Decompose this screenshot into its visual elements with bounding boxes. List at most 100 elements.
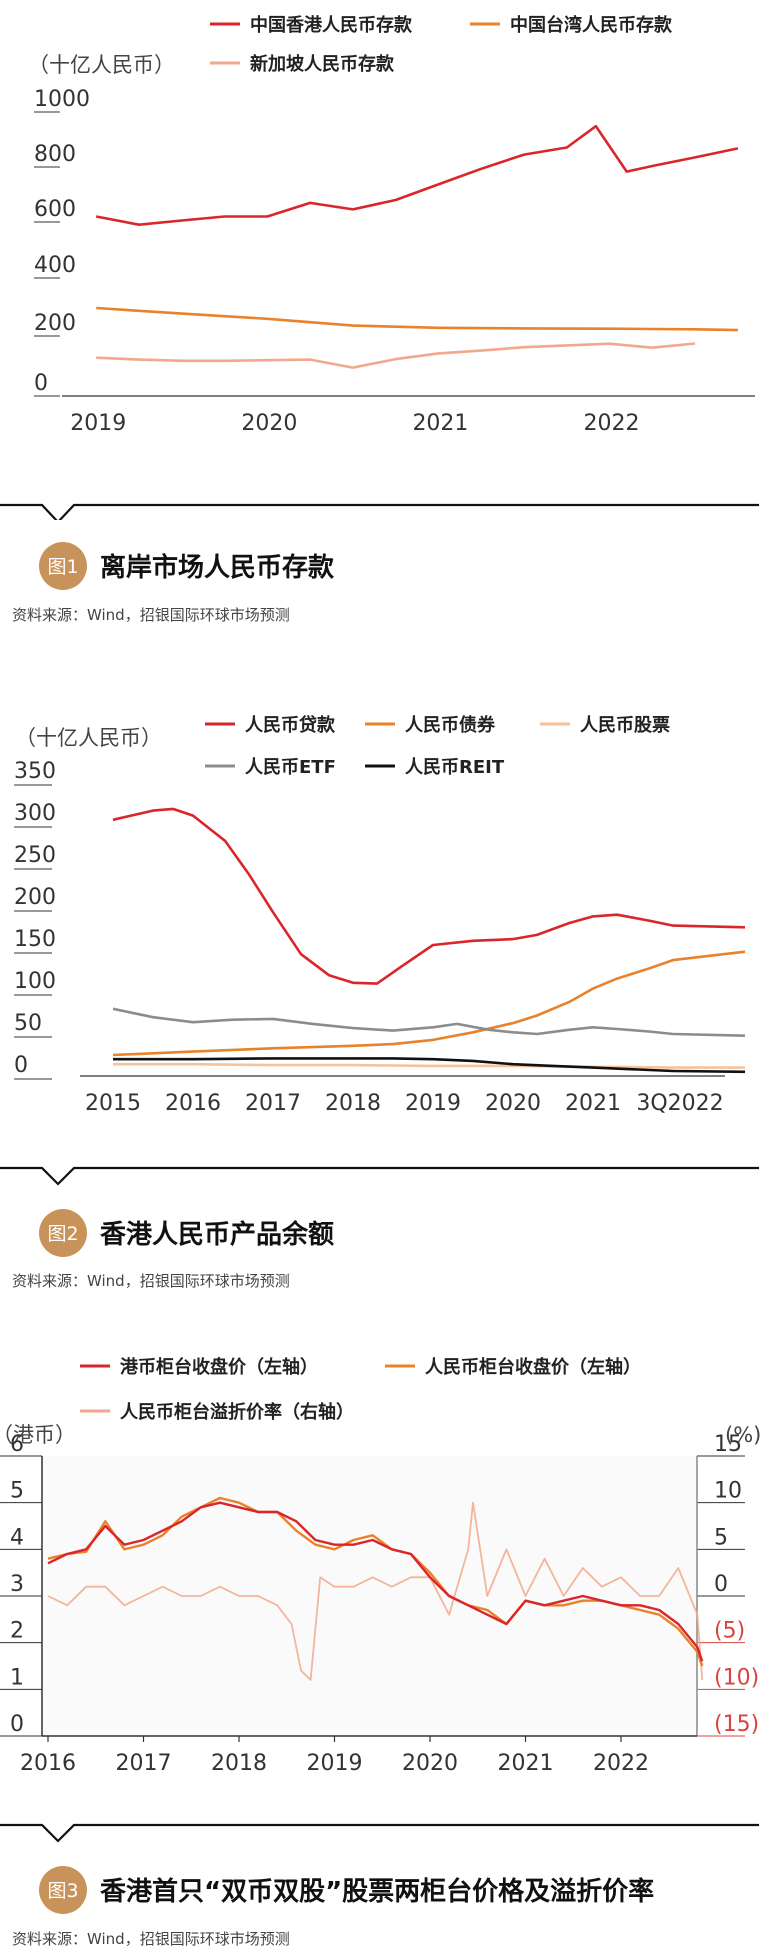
y-axis-right: 15 10 5 0 (5) (10) (15) <box>697 1432 759 1737</box>
x-tick-label: 2021 <box>412 411 468 436</box>
figure-number: 图2 <box>47 1223 78 1245</box>
figure-source: 资料来源：Wind，招银国际环球市场预测 <box>12 606 290 624</box>
y-right-tick-label: 0 <box>714 1572 728 1597</box>
legend-label-rmb: 人民币柜台收盘价（左轴） <box>425 1356 641 1378</box>
y-axis-left: 6 5 4 3 2 1 0 <box>0 1432 42 1737</box>
chart-hk-rmb-products: 人民币贷款 人民币债券 人民币股票 人民币ETF 人民币REIT （十亿人民币）… <box>0 714 759 1290</box>
y-left-tick-label: 2 <box>10 1619 24 1644</box>
figure-source: 资料来源：Wind，招银国际环球市场预测 <box>12 1930 290 1948</box>
series-line-4 <box>113 1057 746 1074</box>
legend-label-etf: 人民币ETF <box>245 757 336 778</box>
series-line-0 <box>47 1501 704 1662</box>
y-tick-label: 50 <box>14 1011 42 1036</box>
series-line-0 <box>112 807 746 985</box>
x-tick-label: 2020 <box>485 1091 541 1116</box>
y-left-tick-label: 5 <box>10 1479 24 1504</box>
y-tick-label: 600 <box>34 197 76 222</box>
y-left-tick-label: 0 <box>10 1712 24 1737</box>
figure1-caption: 图1 离岸市场人民币存款 资料来源：Wind，招银国际环球市场预测 <box>12 542 335 624</box>
x-tick-label: 2021 <box>498 1751 554 1776</box>
y-right-tick-label: (10) <box>714 1665 759 1690</box>
figure-title: 香港人民币产品余额 <box>100 1219 334 1250</box>
unit-label-left: （港币） <box>0 1423 76 1447</box>
caption-divider <box>0 1823 759 1843</box>
x-tick-label: 2016 <box>165 1091 221 1116</box>
series-line-2 <box>96 342 696 369</box>
y-tick-label: 100 <box>14 969 56 994</box>
series-line-2 <box>113 1062 745 1069</box>
x-tick-label: 2020 <box>402 1751 458 1776</box>
figure-title: 离岸市场人民币存款 <box>100 552 335 583</box>
plot-area <box>47 1496 704 1681</box>
x-tick-label: 2019 <box>405 1091 461 1116</box>
x-axis: 2015 2016 2017 2018 2019 2020 2021 3Q2022 <box>85 1091 724 1116</box>
chart-offshore-rmb-deposits: 中国香港人民币存款 中国台湾人民币存款 新加坡人民币存款 （十亿人民币） 100… <box>0 14 759 520</box>
x-tick-label: 2022 <box>584 411 640 436</box>
series-line-1 <box>112 950 746 1057</box>
y-right-tick-label: 5 <box>714 1525 728 1550</box>
y-tick-label: 0 <box>34 371 48 396</box>
x-tick-label: 2016 <box>20 1751 76 1776</box>
legend-label-bonds: 人民币债券 <box>405 714 496 736</box>
x-tick-label: 2017 <box>245 1091 301 1116</box>
y-left-tick-label: 4 <box>10 1525 24 1550</box>
figure-caption <box>0 503 759 520</box>
x-axis: 2019 2020 2021 2022 <box>70 411 639 436</box>
series-line-1 <box>96 306 738 332</box>
y-right-tick-label: 15 <box>714 1432 742 1457</box>
legend-label-premium: 人民币柜台溢折价率（右轴） <box>120 1401 354 1423</box>
y-tick-label: 350 <box>14 759 56 784</box>
figure-badge <box>39 1866 87 1914</box>
series-line-3 <box>112 1007 746 1037</box>
x-tick-label: 2017 <box>116 1751 172 1776</box>
plot-area <box>112 807 746 1074</box>
y-tick-label: 150 <box>14 927 56 952</box>
legend-label-sg: 新加坡人民币存款 <box>250 53 395 75</box>
plot-area <box>95 124 739 369</box>
legend-label-stocks: 人民币股票 <box>580 715 670 736</box>
y-tick-label: 250 <box>14 843 56 868</box>
legend: 港币柜台收盘价（左轴） 人民币柜台收盘价（左轴） 人民币柜台溢折价率（右轴） <box>80 1356 641 1423</box>
figure-source: 资料来源：Wind，招银国际环球市场预测 <box>12 1272 290 1290</box>
x-tick-label: 2020 <box>241 411 297 436</box>
y-tick-label: 800 <box>34 142 76 167</box>
caption-divider <box>0 503 759 520</box>
y-left-tick-label: 1 <box>10 1665 24 1690</box>
y-tick-label: 400 <box>34 253 76 278</box>
series-line-0 <box>95 124 739 226</box>
x-tick-label: 2018 <box>211 1751 267 1776</box>
x-tick-label: 2019 <box>70 411 126 436</box>
figure-badge <box>39 542 87 590</box>
legend-label-tw: 中国台湾人民币存款 <box>510 14 673 36</box>
legend-label-loans: 人民币贷款 <box>245 714 336 736</box>
x-tick-label: 2019 <box>307 1751 363 1776</box>
x-axis: 2016 2017 2018 2019 2020 2021 2022 <box>20 1736 649 1776</box>
y-axis: 350 300 250 200 150 100 50 0 <box>14 759 56 1080</box>
y-tick-label: 0 <box>14 1053 28 1078</box>
legend-label-hkd: 港币柜台收盘价（左轴） <box>120 1356 318 1378</box>
legend-label-reit: 人民币REIT <box>405 757 505 778</box>
unit-label: （十亿人民币） <box>15 726 162 750</box>
figure-number: 图1 <box>47 556 78 578</box>
y-tick-label: 1000 <box>34 87 90 112</box>
legend-label-hk: 中国香港人民币存款 <box>250 14 413 36</box>
legend: 中国香港人民币存款 中国台湾人民币存款 新加坡人民币存款 <box>210 14 673 75</box>
x-tick-label: 2018 <box>325 1091 381 1116</box>
x-tick-label: 3Q2022 <box>636 1091 723 1116</box>
y-right-tick-label: 10 <box>714 1479 742 1504</box>
y-axis: 1000 800 600 400 200 0 <box>34 87 90 397</box>
y-right-tick-label: (15) <box>714 1712 759 1737</box>
y-tick-label: 200 <box>34 311 76 336</box>
x-tick-label: 2015 <box>85 1091 141 1116</box>
caption-divider <box>0 1166 759 1186</box>
x-tick-label: 2021 <box>565 1091 621 1116</box>
figure-badge <box>39 1209 87 1257</box>
plot-background <box>42 1456 697 1736</box>
y-tick-label: 300 <box>14 801 56 826</box>
legend: 人民币贷款 人民币债券 人民币股票 人民币ETF 人民币REIT <box>205 714 670 778</box>
chart-dual-counter-prices: 港币柜台收盘价（左轴） 人民币柜台收盘价（左轴） 人民币柜台溢折价率（右轴） （… <box>0 1356 761 1948</box>
x-tick-label: 2022 <box>593 1751 649 1776</box>
y-left-tick-label: 6 <box>10 1432 24 1457</box>
series-line-2 <box>47 1501 704 1681</box>
y-left-tick-label: 3 <box>10 1572 24 1597</box>
